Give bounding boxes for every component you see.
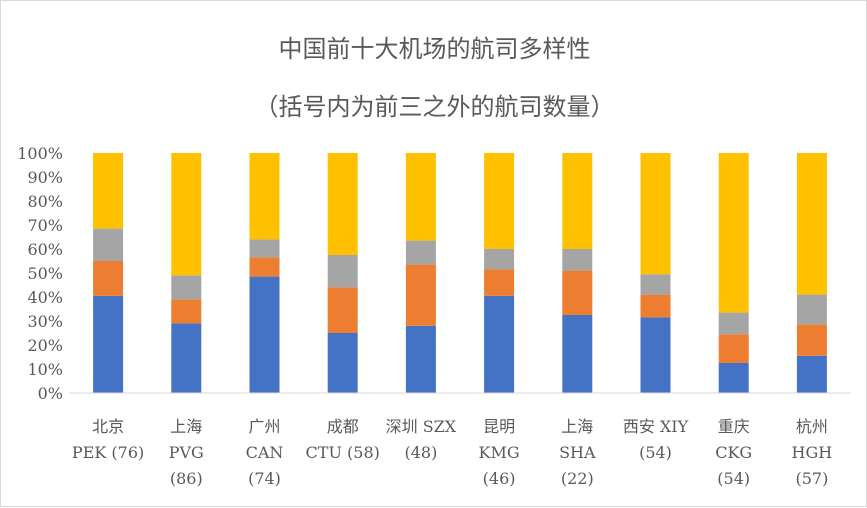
x-tick-label: 杭州 <box>796 417 828 436</box>
y-tick-label: 30% <box>27 312 63 331</box>
bar-segment-4 <box>405 153 436 241</box>
bar-segment-2 <box>171 299 202 324</box>
bar-segment-1 <box>640 317 671 393</box>
bar-segment-4 <box>327 153 358 255</box>
x-tick-label: 上海 <box>170 417 202 436</box>
x-tick-label: 西安 XIY <box>623 417 689 436</box>
x-tick-label: PEK (76) <box>72 443 144 462</box>
bar-segment-2 <box>718 334 749 363</box>
x-tick-label: (46) <box>483 469 516 488</box>
bar-segment-3 <box>93 228 124 261</box>
bar-segment-3 <box>249 239 280 258</box>
bar-segment-2 <box>93 261 124 296</box>
bar-segment-4 <box>796 153 827 295</box>
bar-segment-1 <box>484 295 515 393</box>
x-tick-label: 北京 <box>92 417 124 436</box>
bar-segment-2 <box>562 270 593 315</box>
x-tick-label: 成都 <box>327 417 359 436</box>
x-tick-label: 重庆 <box>718 417 750 436</box>
y-tick-label: 10% <box>27 360 63 379</box>
bar-segment-3 <box>484 249 515 270</box>
y-tick-label: 70% <box>27 216 63 235</box>
x-tick-label: KMG <box>479 443 520 462</box>
bar-segment-4 <box>171 153 202 276</box>
x-tick-label: (22) <box>561 469 594 488</box>
bar-segment-4 <box>93 153 124 229</box>
x-tick-label: CTU (58) <box>306 443 380 462</box>
x-tick-label: (48) <box>404 443 437 462</box>
bar-segment-2 <box>484 269 515 296</box>
bar-segment-2 <box>405 264 436 326</box>
bar-segment-4 <box>640 153 671 275</box>
x-tick-label: HGH <box>792 443 833 462</box>
bar-segment-1 <box>327 333 358 393</box>
bar-segment-3 <box>405 240 436 265</box>
bar-segment-1 <box>249 276 280 393</box>
bar-segment-2 <box>249 257 280 277</box>
x-tick-label: (54) <box>639 443 672 462</box>
x-tick-label: PVG <box>169 443 204 462</box>
bar-segment-3 <box>327 255 358 288</box>
bar-segment-1 <box>171 323 202 393</box>
x-tick-label: 广州 <box>248 417 280 436</box>
bar-segment-1 <box>405 325 436 393</box>
chart-title: 中国前十大机场的航司多样性 <box>278 35 591 63</box>
y-tick-label: 40% <box>27 288 63 307</box>
bar-segment-2 <box>640 294 671 318</box>
y-tick-label: 50% <box>27 264 63 283</box>
y-tick-label: 0% <box>38 384 63 403</box>
y-tick-label: 80% <box>27 192 63 211</box>
bar-segment-4 <box>718 153 749 313</box>
bar-segment-3 <box>562 249 593 271</box>
x-tick-label: CKG <box>715 443 752 462</box>
bar-segment-1 <box>562 315 593 393</box>
y-tick-label: 100% <box>17 144 63 163</box>
y-tick-label: 90% <box>27 168 63 187</box>
y-tick-label: 60% <box>27 240 63 259</box>
x-tick-label: (57) <box>795 469 828 488</box>
bar-segment-3 <box>718 312 749 335</box>
x-tick-label: (54) <box>717 469 750 488</box>
bar-segment-1 <box>796 355 827 393</box>
x-tick-label: CAN <box>246 443 284 462</box>
bar-segment-2 <box>796 324 827 356</box>
x-tick-label: (74) <box>248 469 281 488</box>
x-tick-label: 昆明 <box>483 417 515 436</box>
x-tick-label: 上海 <box>561 417 593 436</box>
bar-segment-3 <box>171 275 202 300</box>
bar-segment-1 <box>718 363 749 393</box>
x-tick-label: (86) <box>170 469 203 488</box>
bar-segment-2 <box>327 287 358 333</box>
bar-segment-4 <box>249 153 280 240</box>
y-tick-label: 20% <box>27 336 63 355</box>
bar-segment-3 <box>640 274 671 295</box>
x-tick-label: SHA <box>559 443 596 462</box>
x-tick-label: 深圳 SZX <box>386 417 457 436</box>
bar-segment-1 <box>93 295 124 393</box>
bar-segment-3 <box>796 294 827 325</box>
bar-segment-4 <box>562 153 593 249</box>
chart-subtitle: （括号内为前三之外的航司数量） <box>254 93 615 121</box>
bar-segment-4 <box>484 153 515 249</box>
